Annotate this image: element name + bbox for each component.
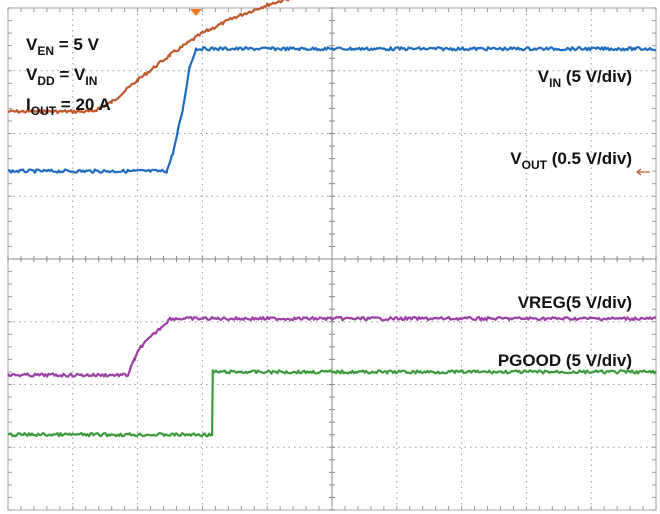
trigger-marker-icon	[190, 9, 202, 16]
series-label-vin-subscript: IN	[549, 76, 562, 90]
condition-iout-value: = 20 A	[56, 95, 111, 114]
series-label-vreg-symbol: VREG	[517, 293, 566, 312]
trace-vout	[8, 46, 657, 174]
condition-iout: IOUT = 20 A	[26, 95, 111, 117]
series-label-vin-scale: (5 V/div)	[561, 67, 632, 86]
trace-vin	[7, 0, 290, 115]
condition-vdd: VDD = VIN	[26, 65, 97, 87]
condition-vdd-subscript-in: IN	[85, 74, 98, 88]
condition-iout-symbol: I	[26, 95, 31, 114]
condition-vdd-subscript: DD	[37, 74, 55, 88]
series-label-vout-scale: (0.5 V/div)	[546, 149, 632, 168]
condition-vdd-equals: = V	[54, 65, 86, 84]
series-label-vreg: VREG(5 V/div)	[518, 294, 632, 311]
series-label-vout: VOUT (0.5 V/div)	[510, 149, 632, 171]
vout-level-marker-icon	[636, 168, 650, 176]
series-label-vreg-scale: (5 V/div)	[565, 293, 632, 312]
series-label-pgood-symbol: PGOOD	[497, 351, 562, 370]
condition-vdd-symbol: V	[26, 65, 38, 84]
condition-ven-symbol: V	[26, 35, 38, 54]
traces	[7, 0, 657, 438]
condition-iout-subscript: OUT	[30, 104, 57, 118]
grid	[7, 7, 657, 511]
series-label-pgood: PGOOD (5 V/div)	[498, 352, 632, 369]
series-label-pgood-scale: (5 V/div)	[561, 351, 632, 370]
trace-vreg	[7, 315, 656, 378]
series-label-vout-subscript: OUT	[521, 158, 547, 172]
series-label-vout-symbol: V	[510, 149, 522, 168]
condition-ven-subscript: EN	[37, 44, 55, 58]
condition-ven: VEN = 5 V	[26, 35, 99, 57]
trace-pgood	[7, 369, 657, 438]
series-label-vin: VIN (5 V/div)	[537, 67, 632, 89]
series-label-vin-symbol: V	[537, 67, 550, 86]
condition-ven-value: = 5 V	[54, 35, 99, 54]
